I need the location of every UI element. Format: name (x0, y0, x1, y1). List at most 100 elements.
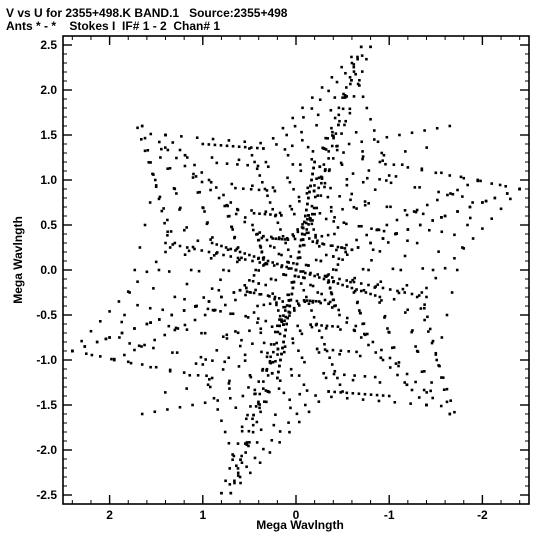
uv-point (278, 314, 282, 318)
uv-point (333, 304, 336, 308)
uv-point (481, 227, 484, 230)
uv-point (283, 238, 287, 241)
uv-point (422, 388, 426, 392)
uv-point (182, 371, 186, 374)
uv-point (403, 254, 407, 258)
uv-point (264, 319, 268, 323)
uv-point (322, 277, 326, 281)
uv-point (293, 237, 297, 241)
uv-point (233, 236, 236, 240)
uv-point (222, 268, 225, 272)
uv-point (338, 383, 342, 387)
uv-point (326, 195, 330, 199)
uv-point (439, 404, 443, 408)
uv-point (305, 208, 308, 212)
uv-point (518, 187, 521, 191)
uv-point (440, 336, 444, 339)
uv-point (270, 438, 274, 442)
uv-point (207, 143, 211, 146)
uv-point (259, 331, 263, 335)
uv-point (279, 358, 282, 362)
uv-point (152, 287, 155, 290)
uv-point (431, 396, 434, 400)
uv-point (359, 45, 363, 49)
uv-point (288, 204, 292, 208)
uv-point (271, 137, 275, 140)
uv-point (370, 258, 373, 262)
uv-point (307, 196, 310, 200)
uv-point (365, 106, 369, 110)
uv-point (173, 328, 177, 332)
y-tick-label: 2.5 (40, 38, 57, 52)
uv-point (300, 226, 304, 229)
uv-point (364, 291, 368, 294)
uv-point (133, 327, 136, 330)
uv-point (328, 168, 331, 171)
uv-point (220, 491, 223, 495)
uv-point (227, 382, 231, 385)
uv-point (415, 241, 419, 245)
uv-point (338, 313, 341, 317)
uv-point (308, 216, 312, 220)
uv-point (154, 260, 158, 264)
uv-point (223, 204, 227, 208)
uv-point (104, 337, 108, 341)
uv-point (453, 410, 456, 414)
uv-point (278, 430, 282, 433)
uv-point (383, 314, 387, 318)
uv-point (345, 243, 348, 247)
uv-point (228, 483, 232, 486)
uv-point (445, 387, 449, 391)
uv-point (280, 264, 284, 267)
uv-point (387, 330, 390, 334)
uv-point (363, 333, 367, 337)
uv-point (173, 241, 177, 245)
uv-point (330, 395, 333, 399)
uv-point (302, 116, 305, 119)
uv-point (249, 146, 253, 149)
uv-point (341, 283, 344, 287)
uv-point (220, 419, 223, 423)
uv-point (112, 358, 116, 362)
uv-point (342, 221, 346, 224)
uv-point (344, 119, 348, 123)
uv-point (266, 194, 269, 198)
uv-point (263, 212, 267, 216)
uv-point (332, 136, 335, 140)
uv-point (505, 192, 509, 195)
uv-point (440, 230, 444, 234)
uv-point (239, 481, 242, 485)
uv-point (323, 298, 327, 302)
uv-point (343, 93, 347, 97)
uv-point (269, 244, 272, 248)
uv-point (437, 364, 440, 367)
uv-point (171, 243, 175, 246)
uv-point (139, 138, 143, 141)
uv-point (335, 80, 339, 84)
uv-point (153, 178, 157, 182)
uv-point (203, 313, 207, 317)
uv-point (265, 355, 269, 359)
uv-point (215, 243, 219, 246)
uv-point (162, 207, 165, 210)
uv-point (343, 373, 346, 377)
uv-point (262, 264, 265, 267)
uv-point (262, 341, 266, 345)
uv-point (133, 268, 137, 272)
uv-point (234, 298, 237, 302)
uv-point (280, 320, 284, 324)
uv-point (420, 167, 424, 171)
uv-point (211, 308, 215, 312)
uv-point (309, 184, 312, 188)
uv-point (209, 188, 212, 192)
chart-title: V vs U for 2355+498.K BAND.1 Source:2355… (6, 6, 288, 20)
uv-point (304, 271, 307, 275)
uv-point (298, 256, 302, 259)
uv-point (340, 163, 344, 166)
uv-point (333, 216, 336, 219)
uv-point (322, 147, 326, 150)
uv-point (266, 294, 270, 297)
uv-point (352, 291, 356, 294)
uv-point (504, 185, 507, 188)
uv-point (388, 288, 392, 291)
